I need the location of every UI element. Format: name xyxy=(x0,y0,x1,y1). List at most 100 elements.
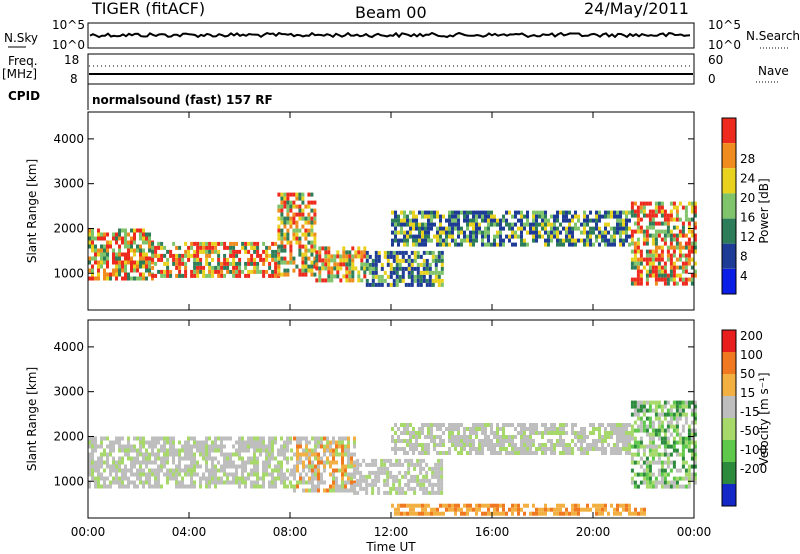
heatmap-cell xyxy=(487,226,490,231)
heatmap-cell xyxy=(175,273,179,278)
heatmap-cell xyxy=(619,230,622,235)
heatmap-cell xyxy=(490,210,493,215)
heatmap-cell xyxy=(633,444,637,449)
heatmap-cell xyxy=(318,270,322,275)
heatmap-cell xyxy=(535,214,538,219)
heatmap-cell xyxy=(583,435,586,439)
heatmap-cell xyxy=(109,244,112,249)
heatmap-cell xyxy=(329,440,332,445)
heatmap-cell xyxy=(341,436,344,441)
heatmap-cell xyxy=(253,269,257,274)
heatmap-cell xyxy=(663,440,667,445)
heatmap-cell xyxy=(532,210,535,215)
heatmap-cell xyxy=(256,464,259,469)
heatmap-cell xyxy=(622,423,625,427)
heatmap-cell xyxy=(460,511,463,516)
heatmap-cell xyxy=(400,503,403,508)
heatmap-cell xyxy=(520,234,523,239)
heatmap-cell xyxy=(693,456,697,461)
heatmap-cell xyxy=(550,439,553,443)
heatmap-cell xyxy=(660,237,664,242)
heatmap-cell xyxy=(232,265,236,270)
heatmap-cell xyxy=(592,423,595,427)
cpid-label: CPID xyxy=(8,89,40,103)
heatmap-cell xyxy=(362,458,366,463)
heatmap-cell xyxy=(142,240,145,245)
heatmap-cell xyxy=(598,435,601,439)
heatmap-cell xyxy=(642,241,646,246)
heatmap-cell xyxy=(469,230,472,235)
heatmap-cell xyxy=(121,472,124,477)
heatmap-cell xyxy=(350,460,353,465)
heatmap-cell xyxy=(669,273,673,278)
heatmap-cell xyxy=(142,252,145,257)
heatmap-cell xyxy=(639,480,643,485)
heatmap-cell xyxy=(454,511,457,516)
heatmap-cell xyxy=(145,240,148,245)
heatmap-cell xyxy=(142,452,145,457)
heatmap-cell xyxy=(654,233,658,238)
heatmap-cell xyxy=(508,210,511,215)
heatmap-cell xyxy=(324,258,328,263)
heatmap-cell xyxy=(660,412,664,417)
heatmap-cell xyxy=(678,404,682,409)
heatmap-cell xyxy=(687,225,691,230)
heatmap-cell xyxy=(669,257,673,262)
heatmap-cell xyxy=(436,507,439,512)
heatmap-cell xyxy=(463,214,466,219)
heatmap-cell xyxy=(657,452,661,457)
heatmap-cell xyxy=(421,431,424,435)
heatmap-cell xyxy=(622,230,625,235)
heatmap-cell xyxy=(199,452,202,457)
heatmap-cell xyxy=(636,428,640,433)
heatmap-cell xyxy=(301,232,305,237)
heatmap-cell xyxy=(310,272,314,277)
heatmap-cell xyxy=(642,205,646,210)
heatmap-cell xyxy=(223,265,227,270)
heatmap-cell xyxy=(160,448,163,453)
heatmap-cell xyxy=(645,273,649,278)
heatmap-cell xyxy=(398,478,402,483)
heatmap-cell xyxy=(508,443,511,447)
heatmap-cell xyxy=(190,269,194,274)
heatmap-cell xyxy=(103,236,106,241)
heatmap-cell xyxy=(406,242,409,247)
heatmap-cell xyxy=(639,277,643,282)
heatmap-cell xyxy=(505,435,508,439)
heatmap-cell xyxy=(490,447,493,451)
heatmap-cell xyxy=(100,236,103,241)
heatmap-cell xyxy=(142,236,145,241)
heatmap-cell xyxy=(469,427,472,431)
heatmap-cell xyxy=(598,230,601,235)
heatmap-cell xyxy=(323,448,326,453)
heatmap-cell xyxy=(616,230,619,235)
heatmap-cell xyxy=(412,210,415,215)
heatmap-cell xyxy=(651,456,655,461)
heatmap-cell xyxy=(397,230,400,235)
heatmap-cell xyxy=(383,482,387,487)
heatmap-cell xyxy=(94,464,97,469)
heatmap-cell xyxy=(496,507,499,512)
heatmap-cell xyxy=(241,444,244,449)
heatmap-cell xyxy=(472,214,475,219)
heatmap-cell xyxy=(681,408,685,413)
heatmap-cell xyxy=(265,444,268,449)
heatmap-cell xyxy=(666,484,670,489)
heatmap-cell xyxy=(377,478,381,483)
heatmap-cell xyxy=(425,270,429,275)
heatmap-cell xyxy=(511,423,514,427)
heatmap-cell xyxy=(211,472,214,477)
heatmap-cell xyxy=(484,214,487,219)
heatmap-cell xyxy=(639,408,643,413)
heatmap-cell xyxy=(430,435,433,439)
heatmap-cell xyxy=(238,464,241,469)
heatmap-cell xyxy=(684,257,688,262)
heatmap-cell xyxy=(148,232,151,237)
heatmap-cell xyxy=(127,444,130,449)
heatmap-cell xyxy=(672,444,676,449)
heatmap-cell xyxy=(416,278,420,283)
heatmap-cell xyxy=(184,253,188,258)
heatmap-cell xyxy=(431,250,435,255)
heatmap-cell xyxy=(341,456,344,461)
heatmap-cell xyxy=(214,249,218,254)
